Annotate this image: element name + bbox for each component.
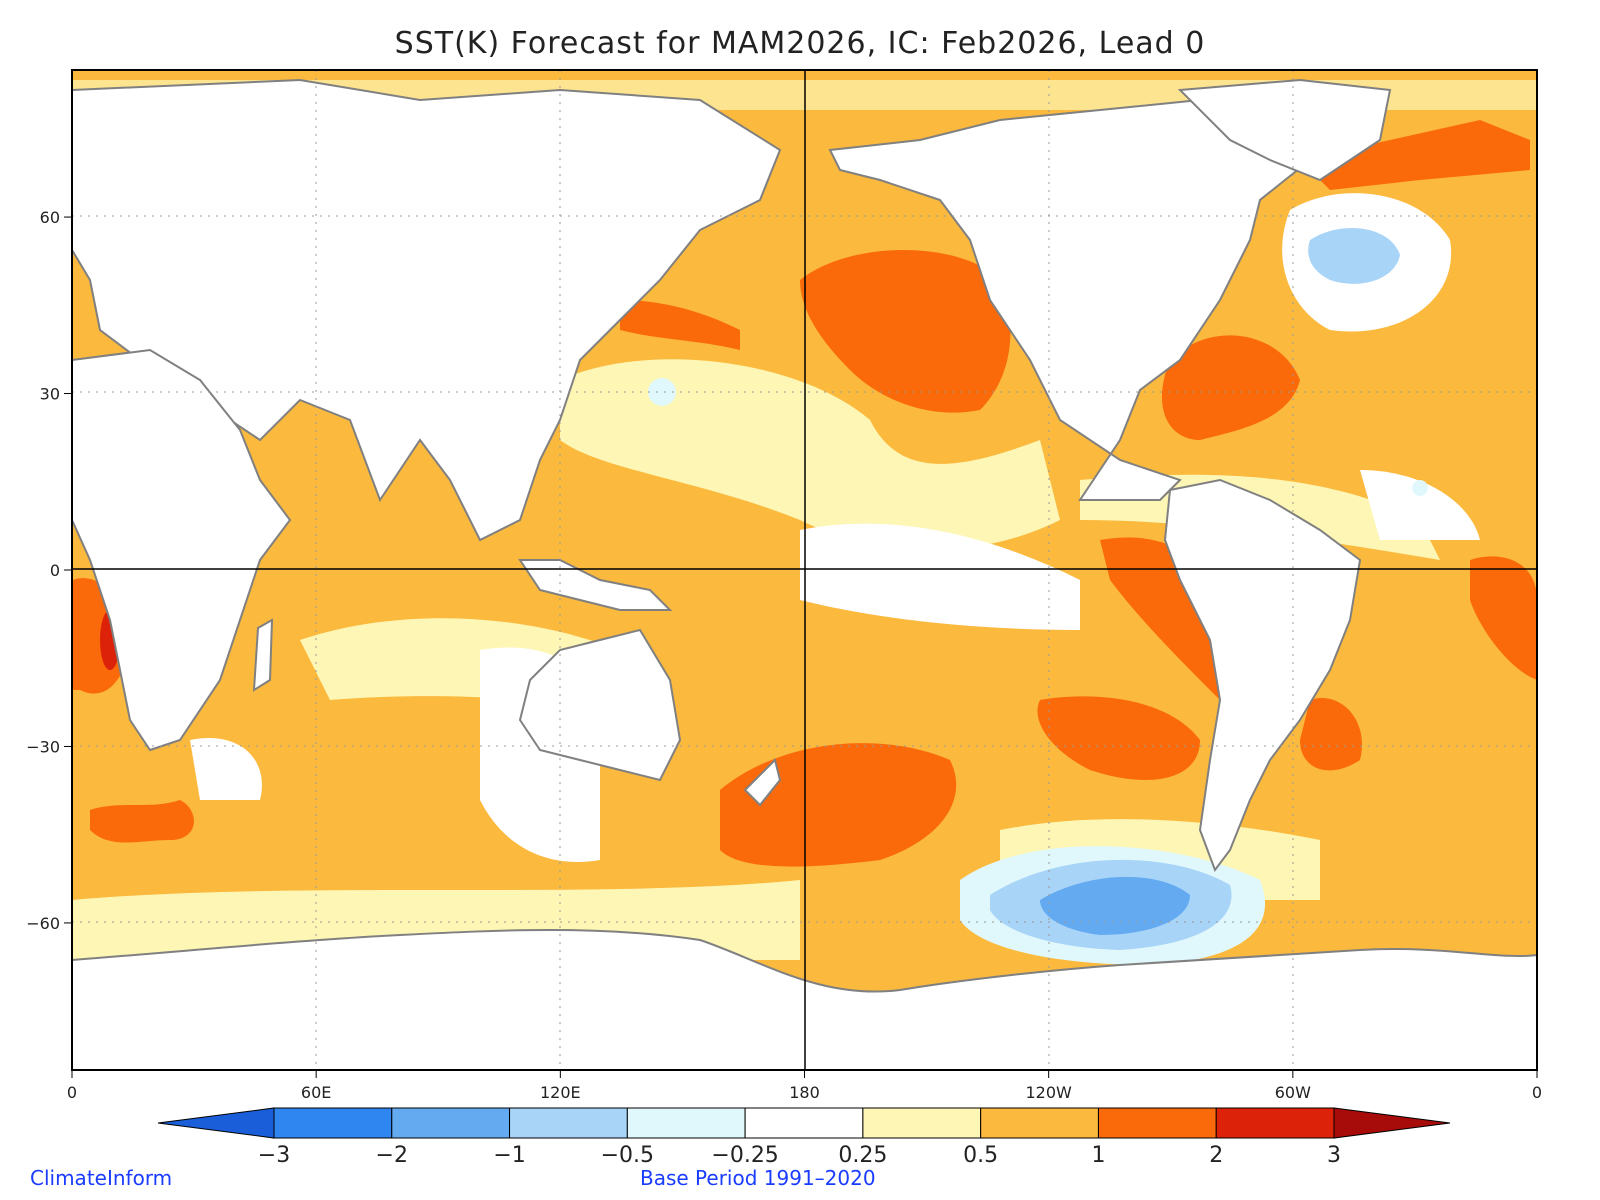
colorbar-tick-label: 3 bbox=[1327, 1143, 1341, 1168]
x-tick-label: 0 bbox=[1532, 1083, 1542, 1102]
colorbar-swatch bbox=[1215, 1107, 1335, 1139]
colorbar-tick-label: 0.5 bbox=[963, 1143, 998, 1168]
y-tick-label: 60 bbox=[40, 208, 60, 227]
colorbar-swatch bbox=[744, 1107, 864, 1139]
base-period-label: Base Period 1991–2020 bbox=[640, 1166, 876, 1190]
y-tick-label: 30 bbox=[40, 385, 60, 404]
x-tick-label: 60E bbox=[301, 1083, 331, 1102]
y-tick-label: −60 bbox=[26, 914, 60, 933]
colorbar-swatch bbox=[862, 1107, 982, 1139]
x-tick-label: 0 bbox=[67, 1083, 77, 1102]
colorbar-swatch bbox=[273, 1107, 393, 1139]
colorbar: −3 −2 −1 −0.5 −0.25 0.25 0.5 1 2 3 bbox=[157, 1107, 1451, 1168]
x-axis: 0 60E 120E 180 120W 60W 0 bbox=[67, 1070, 1542, 1102]
colorbar-swatch bbox=[1097, 1107, 1217, 1139]
colorbar-tick-label: −1 bbox=[493, 1143, 525, 1168]
colorbar-high-arrow bbox=[1333, 1107, 1451, 1139]
colorbar-swatch bbox=[626, 1107, 746, 1139]
colorbar-low-arrow bbox=[157, 1107, 275, 1139]
y-axis: 60 30 0 −30 −60 bbox=[26, 208, 72, 933]
x-tick-label: 120E bbox=[540, 1083, 581, 1102]
land-mask bbox=[72, 78, 1537, 1070]
map-title: SST(K) Forecast for MAM2026, IC: Feb2026… bbox=[394, 26, 1206, 61]
colorbar-tick-label: −3 bbox=[258, 1143, 290, 1168]
x-tick-label: 60W bbox=[1275, 1083, 1311, 1102]
colorbar-tick-label: 0.25 bbox=[838, 1143, 887, 1168]
x-tick-label: 180 bbox=[789, 1083, 820, 1102]
credit-label: ClimateInform bbox=[30, 1166, 173, 1190]
colorbar-swatch bbox=[391, 1107, 511, 1139]
y-tick-label: 0 bbox=[50, 561, 60, 580]
x-tick-label: 120W bbox=[1025, 1083, 1072, 1102]
colorbar-swatch bbox=[980, 1107, 1099, 1139]
colorbar-tick-label: −0.25 bbox=[711, 1143, 778, 1168]
colorbar-tick-label: −0.5 bbox=[601, 1143, 654, 1168]
colorbar-tick-label: 1 bbox=[1091, 1143, 1105, 1168]
colorbar-swatch bbox=[509, 1107, 628, 1139]
colorbar-tick-label: −2 bbox=[376, 1143, 408, 1168]
colorbar-tick-label: 2 bbox=[1209, 1143, 1223, 1168]
gridlines bbox=[72, 70, 1537, 1070]
y-tick-label: −30 bbox=[26, 737, 60, 756]
